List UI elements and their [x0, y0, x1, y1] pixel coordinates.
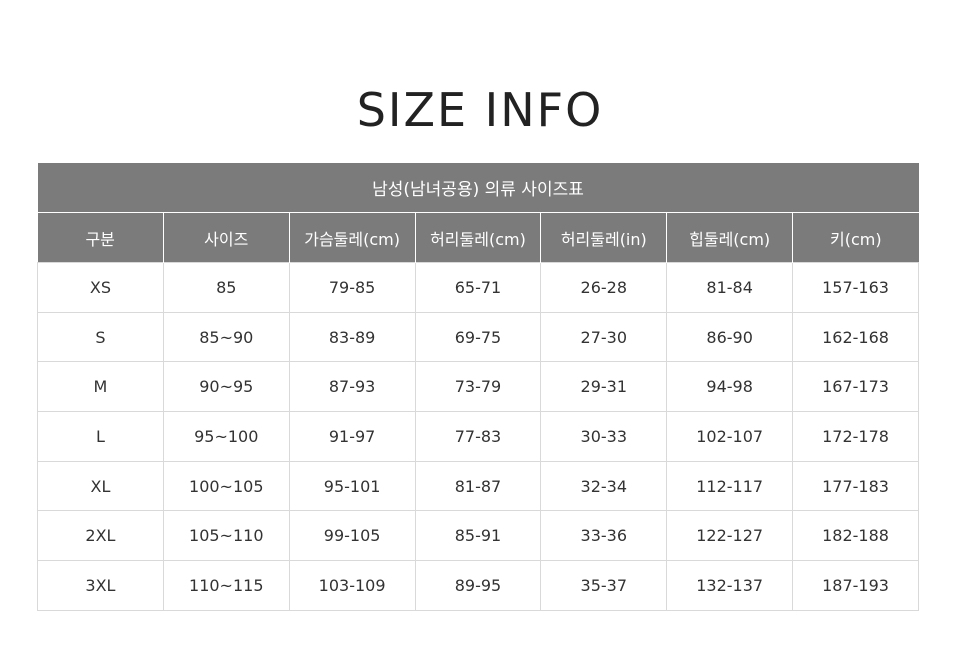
table-cell: 90~95: [162, 361, 290, 413]
header-waist-in: 허리둘레(in): [540, 212, 667, 263]
table-cell: 3XL: [37, 560, 164, 611]
table-row: XL 100~105 95-101 81-87 32-34 112-117 17…: [37, 460, 919, 512]
table-cell: 162-168: [792, 311, 919, 363]
table-cell: 33-36: [540, 510, 668, 562]
table-row: M 90~95 87-93 73-79 29-31 94-98 167-173: [37, 361, 919, 413]
table-cell: M: [37, 361, 164, 413]
table-cell: 2XL: [37, 510, 164, 562]
table-cell: 85~90: [162, 311, 290, 363]
table-cell: 81-87: [414, 460, 542, 512]
table-header-row: 구분 사이즈 가슴둘레(cm) 허리둘레(cm) 허리둘레(in) 힙둘레(cm…: [37, 212, 919, 263]
table-cell: 86-90: [666, 311, 794, 363]
table-cell: 91-97: [288, 411, 416, 462]
table-cell: 105~110: [162, 510, 290, 562]
header-category: 구분: [37, 212, 164, 263]
table-cell: 182-188: [792, 510, 919, 562]
table-cell: 172-178: [792, 411, 919, 462]
header-waist-cm: 허리둘레(cm): [414, 212, 541, 263]
table-cell: 77-83: [414, 411, 542, 462]
table-row: L 95~100 91-97 77-83 30-33 102-107 172-1…: [37, 411, 919, 462]
table-row: 2XL 105~110 99-105 85-91 33-36 122-127 1…: [37, 510, 919, 562]
table-cell: L: [37, 411, 164, 462]
table-body: XS 85 79-85 65-71 26-28 81-84 157-163 S …: [37, 262, 919, 611]
header-height-cm: 키(cm): [792, 212, 919, 263]
table-cell: 132-137: [666, 560, 794, 611]
header-hip-cm: 힙둘레(cm): [666, 212, 793, 263]
table-cell: 89-95: [414, 560, 542, 611]
table-cell: 85-91: [414, 510, 542, 562]
table-cell: XL: [37, 460, 164, 512]
table-cell: 112-117: [666, 460, 794, 512]
table-cell: 95~100: [162, 411, 290, 462]
table-cell: 83-89: [288, 311, 416, 363]
table-cell: 99-105: [288, 510, 416, 562]
table-cell: 177-183: [792, 460, 919, 512]
table-row: S 85~90 83-89 69-75 27-30 86-90 162-168: [37, 311, 919, 363]
table-cell: 35-37: [540, 560, 668, 611]
size-chart-table: 남성(남녀공용) 의류 사이즈표 구분 사이즈 가슴둘레(cm) 허리둘레(cm…: [37, 163, 919, 611]
table-cell: 85: [162, 262, 290, 313]
table-cell: 27-30: [540, 311, 668, 363]
table-cell: 100~105: [162, 460, 290, 512]
table-row: 3XL 110~115 103-109 89-95 35-37 132-137 …: [37, 560, 919, 611]
header-chest-cm: 가슴둘레(cm): [288, 212, 416, 263]
table-cell: S: [37, 311, 164, 363]
table-cell: 30-33: [540, 411, 668, 462]
table-cell: 73-79: [414, 361, 542, 413]
table-cell: 94-98: [666, 361, 794, 413]
table-caption: 남성(남녀공용) 의류 사이즈표: [37, 163, 919, 213]
table-cell: 187-193: [792, 560, 919, 611]
table-cell: 29-31: [540, 361, 668, 413]
table-caption-row: 남성(남녀공용) 의류 사이즈표: [37, 163, 919, 213]
table-cell: 69-75: [414, 311, 542, 363]
table-cell: 157-163: [792, 262, 919, 313]
header-size: 사이즈: [162, 212, 290, 263]
table-cell: 65-71: [414, 262, 542, 313]
table-cell: XS: [37, 262, 164, 313]
table-cell: 103-109: [288, 560, 416, 611]
page-title: SIZE INFO: [356, 82, 604, 137]
table-cell: 79-85: [288, 262, 416, 313]
table-cell: 95-101: [288, 460, 416, 512]
table-cell: 110~115: [162, 560, 290, 611]
table-cell: 122-127: [666, 510, 794, 562]
table-cell: 81-84: [666, 262, 794, 313]
table-cell: 32-34: [540, 460, 668, 512]
table-cell: 102-107: [666, 411, 794, 462]
table-row: XS 85 79-85 65-71 26-28 81-84 157-163: [37, 262, 919, 313]
table-cell: 87-93: [288, 361, 416, 413]
table-cell: 167-173: [792, 361, 919, 413]
table-cell: 26-28: [540, 262, 668, 313]
